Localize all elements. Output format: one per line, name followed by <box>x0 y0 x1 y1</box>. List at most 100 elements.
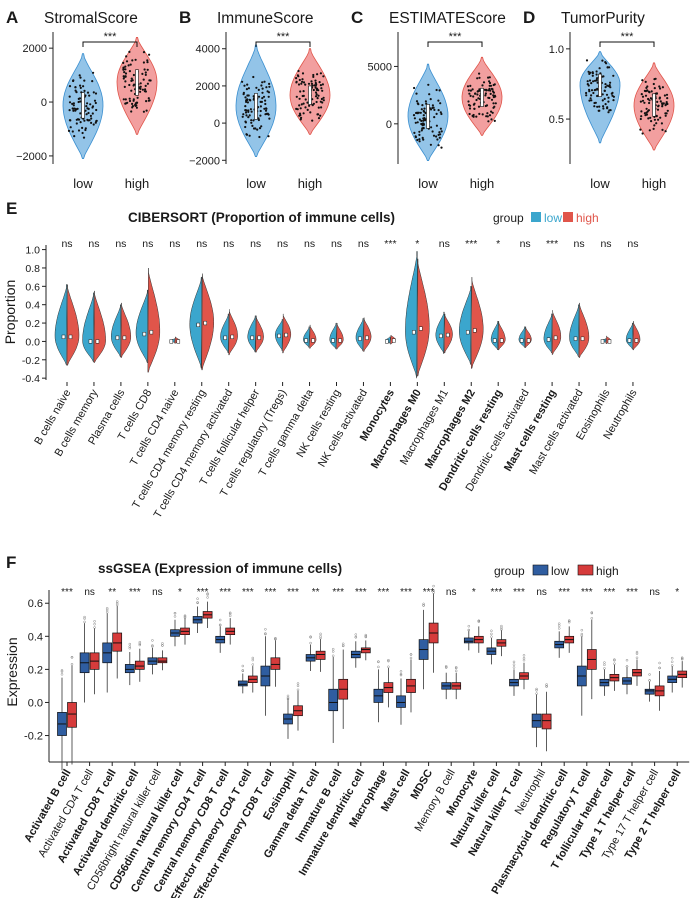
median-mark-high <box>419 326 423 331</box>
data-point <box>657 118 660 121</box>
data-point <box>591 71 594 74</box>
y-tick-label: 0.0 <box>28 697 43 709</box>
violin-low <box>135 289 149 364</box>
significance-label: ns <box>250 238 261 250</box>
data-point <box>665 101 668 104</box>
data-point <box>641 95 645 98</box>
chart-title: StromalScore <box>44 10 138 27</box>
data-point <box>247 87 250 90</box>
data-point <box>659 100 662 103</box>
data-point <box>420 108 423 111</box>
y-tick-label: 0.2 <box>25 318 40 330</box>
outlier-point <box>251 656 255 660</box>
x-tick-label: low <box>73 176 93 191</box>
y-tick-label: 0 <box>386 119 392 131</box>
outlier-point <box>331 654 335 658</box>
outlier-point <box>319 632 322 636</box>
box-high <box>652 93 656 117</box>
significance-label: ns <box>627 238 638 250</box>
data-point <box>658 85 661 88</box>
outlier-point <box>567 620 571 624</box>
median-mark-low <box>412 330 416 335</box>
data-point <box>257 95 261 98</box>
data-point <box>139 87 142 90</box>
data-point <box>304 106 307 109</box>
y-tick-label: 0 <box>214 118 220 130</box>
data-point <box>122 75 125 78</box>
significance-bracket <box>427 41 483 47</box>
median-mark-low <box>519 338 524 343</box>
data-point <box>302 90 305 93</box>
data-point <box>148 53 151 56</box>
outlier-point <box>93 626 96 629</box>
data-point <box>263 107 266 110</box>
data-point <box>655 122 658 125</box>
significance-label: ns <box>439 238 450 250</box>
significance-label: ns <box>196 238 207 250</box>
data-point <box>643 101 646 104</box>
data-point <box>488 114 492 117</box>
median-mark-high <box>230 334 234 339</box>
data-point <box>87 107 90 110</box>
data-point <box>653 124 656 127</box>
data-point <box>486 112 489 115</box>
median-mark-low <box>196 322 200 327</box>
y-tick-label: 2000 <box>23 43 47 55</box>
data-point <box>601 59 604 62</box>
data-point <box>585 59 589 62</box>
significance-label: ns <box>84 587 95 598</box>
outlier-point <box>670 664 674 667</box>
data-point <box>128 70 131 73</box>
median-mark-high <box>446 332 450 338</box>
data-point <box>661 86 665 89</box>
data-point <box>128 83 131 87</box>
median-mark-high <box>553 335 558 340</box>
data-point <box>91 80 94 83</box>
violin-low <box>518 326 526 348</box>
data-point <box>257 117 260 120</box>
violin-high <box>417 258 430 377</box>
data-point <box>594 101 597 104</box>
box-low <box>644 688 655 695</box>
data-point <box>79 112 82 115</box>
violin-low <box>220 313 229 354</box>
significance-label: ns <box>358 238 369 250</box>
data-point <box>661 105 664 108</box>
data-point <box>263 80 266 83</box>
data-point <box>306 101 309 104</box>
data-point <box>79 86 82 89</box>
significance-label: ns <box>223 238 234 250</box>
data-point <box>295 80 298 83</box>
outlier-point <box>218 623 222 627</box>
data-point <box>659 87 662 90</box>
data-point <box>314 84 317 87</box>
data-point <box>83 119 86 122</box>
data-point <box>609 109 612 112</box>
significance-label: ** <box>108 587 116 598</box>
legend-swatch-high <box>563 212 573 222</box>
data-point <box>254 127 257 130</box>
significance-label: ns <box>88 238 99 250</box>
data-point <box>317 113 320 116</box>
outlier-point <box>241 664 245 668</box>
data-point <box>469 104 472 107</box>
data-point <box>586 80 589 83</box>
data-point <box>315 93 318 96</box>
outlier-point <box>183 614 187 617</box>
median-mark-low <box>492 338 497 343</box>
data-point <box>93 99 97 102</box>
data-point <box>420 129 423 132</box>
outlier-point <box>309 636 312 639</box>
outlier-point <box>183 615 187 618</box>
outlier-point <box>228 612 232 616</box>
outlier-point <box>590 611 594 614</box>
outlier-point <box>635 656 639 660</box>
significance-label: *** <box>287 587 299 598</box>
outlier-point <box>331 647 335 651</box>
outlier-point <box>399 673 403 677</box>
panel-letter: D <box>523 8 535 27</box>
median-mark-high <box>149 330 154 335</box>
panel-C: C ESTIMATEScore 5000 0 low high *** <box>351 8 506 191</box>
outlier-point <box>319 636 322 640</box>
data-point <box>86 102 89 105</box>
